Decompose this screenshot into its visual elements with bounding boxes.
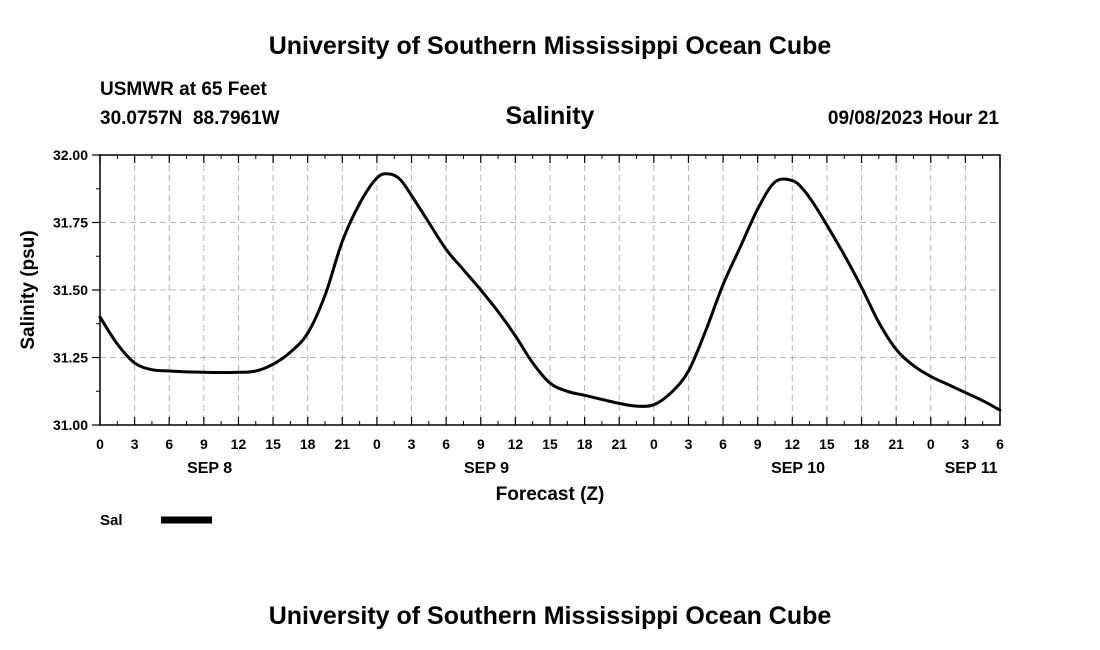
x-tick-label: 18 (854, 436, 870, 452)
y-tick-label: 31.25 (53, 350, 88, 366)
x-tick-label: 9 (754, 436, 762, 452)
x-tick-label: 15 (265, 436, 281, 452)
date-label: SEP 8 (187, 460, 232, 477)
x-tick-label: 3 (408, 436, 416, 452)
x-tick-label: 3 (131, 436, 139, 452)
y-tick-label: 31.50 (53, 282, 88, 298)
x-tick-label: 9 (200, 436, 208, 452)
x-tick-label: 12 (785, 436, 801, 452)
x-tick-label: 15 (819, 436, 835, 452)
x-tick-label: 21 (335, 436, 351, 452)
x-axis: 0 3 6 9 12 15 18 21 0 3 6 9 12 15 18 21 0 3 6 9 12 15 18 21 0 3 6 (96, 155, 1004, 452)
x-tick-label: 0 (96, 436, 104, 452)
grid-lines (100, 155, 1000, 425)
header-title: University of Southern Mississippi Ocean… (269, 32, 832, 60)
footer-title: University of Southern Mississippi Ocean… (269, 602, 832, 630)
x-tick-label: 21 (888, 436, 904, 452)
x-tick-label: 21 (611, 436, 627, 452)
x-tick-label: 0 (927, 436, 935, 452)
x-tick-label: 6 (996, 436, 1004, 452)
station-label: USMWR at 65 Feet (100, 79, 267, 100)
date-labels: SEP 8 SEP 9 SEP 10 SEP 11 (187, 460, 998, 477)
y-axis: 31.00 31.25 31.50 31.75 32.00 (53, 147, 100, 433)
series-line-sal (98, 172, 1002, 412)
y-tick-label: 31.75 (53, 215, 88, 231)
plot-frame (99, 154, 1001, 426)
legend-label: Sal (100, 512, 123, 529)
y-tick-label: 32.00 (53, 147, 88, 163)
date-label: SEP 11 (945, 460, 998, 477)
y-axis-label: Salinity (psu) (18, 230, 39, 349)
x-tick-label: 18 (577, 436, 593, 452)
x-tick-label: 6 (165, 436, 173, 452)
x-tick-label: 15 (542, 436, 558, 452)
x-axis-label: Forecast (Z) (496, 484, 605, 505)
x-tick-label: 0 (373, 436, 381, 452)
x-tick-label: 0 (650, 436, 658, 452)
date-label: SEP 10 (771, 460, 825, 477)
station-coords: 30.0757N 88.7961W (100, 108, 280, 129)
x-tick-label: 18 (300, 436, 316, 452)
x-tick-label: 12 (508, 436, 524, 452)
date-label: SEP 9 (464, 460, 509, 477)
x-tick-label: 3 (685, 436, 693, 452)
x-tick-label: 12 (231, 436, 247, 452)
y-tick-label: 31.00 (53, 417, 88, 433)
x-tick-label: 3 (961, 436, 969, 452)
series-layer (98, 172, 1002, 412)
x-tick-label: 9 (477, 436, 485, 452)
plot-title: Salinity (506, 102, 595, 130)
x-tick-label: 6 (719, 436, 727, 452)
forecast-timestamp: 09/08/2023 Hour 21 (828, 108, 1000, 129)
x-tick-label: 6 (442, 436, 450, 452)
